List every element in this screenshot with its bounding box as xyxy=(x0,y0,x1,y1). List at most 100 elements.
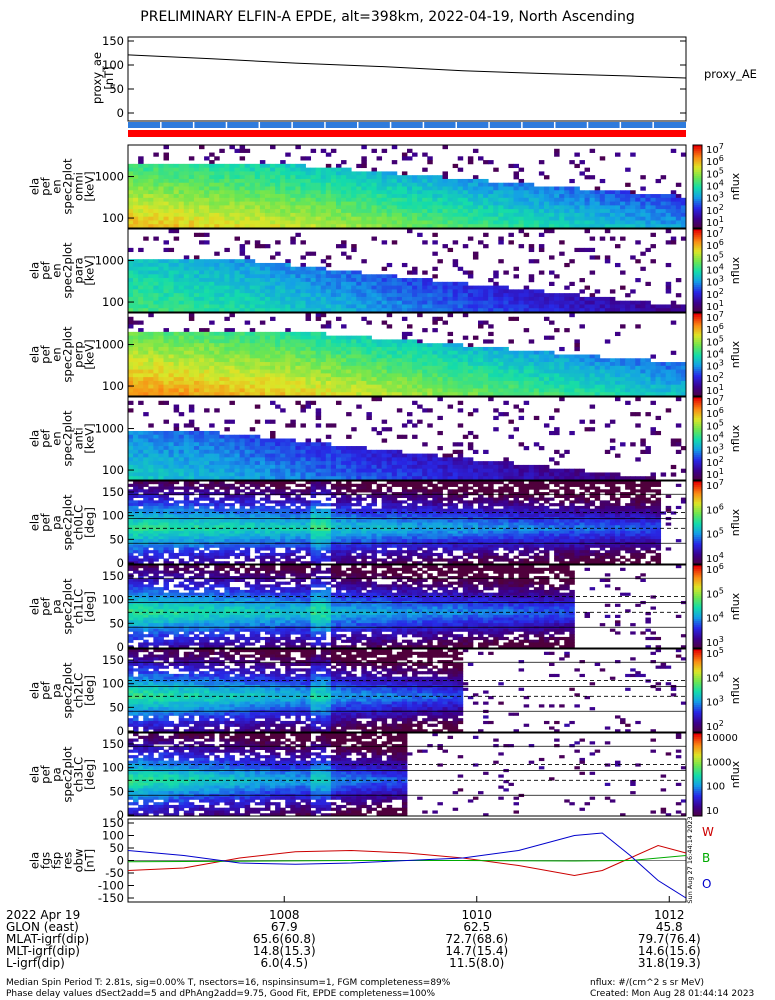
energy-pixel xyxy=(381,339,388,344)
energy-pixel xyxy=(361,304,367,309)
energy-pixel xyxy=(193,434,200,439)
energy-pixel xyxy=(138,220,144,225)
energy-pixel xyxy=(224,293,230,298)
energy-pixel xyxy=(168,274,175,279)
energy-pixel xyxy=(300,331,306,337)
energy-pixel xyxy=(391,392,398,397)
energy-pixel xyxy=(148,377,154,382)
energy-pixel xyxy=(178,308,185,313)
energy-pixel xyxy=(346,212,352,218)
energy-pixel xyxy=(199,163,205,169)
energy-pixel xyxy=(417,362,423,367)
energy-pixel xyxy=(422,281,428,286)
energy-pixel xyxy=(620,300,626,305)
energy-pixel xyxy=(188,285,195,290)
energy-pixel xyxy=(432,388,438,393)
energy-pixel xyxy=(270,175,276,180)
energy-pixel xyxy=(518,373,525,378)
energy-pixel xyxy=(650,308,656,313)
energy-pixel xyxy=(188,209,195,214)
energy-pixel xyxy=(173,369,180,374)
energy-pixel xyxy=(214,251,220,256)
energy-pixel xyxy=(295,178,301,184)
energy-pixel xyxy=(554,358,560,363)
energy-pixel xyxy=(234,331,240,337)
energy-pixel xyxy=(503,224,509,229)
energy-pixel xyxy=(239,201,246,206)
energy-pixel xyxy=(665,373,672,378)
energy-pixel xyxy=(158,350,164,355)
energy-pixel xyxy=(325,350,332,355)
energy-pixel xyxy=(315,339,322,344)
energy-pixel xyxy=(376,350,383,355)
energy-pixel xyxy=(183,266,190,271)
energy-pixel xyxy=(447,285,454,290)
energy-pixel xyxy=(472,220,479,225)
energy-pixel xyxy=(417,358,423,363)
energy-pixel xyxy=(341,216,347,221)
energy-pixel xyxy=(143,281,149,286)
energy-pixel xyxy=(609,308,616,313)
energy-pixel xyxy=(310,278,317,283)
energy-pixel xyxy=(554,377,560,382)
energy-pixel xyxy=(204,408,210,413)
energy-pixel xyxy=(143,339,149,344)
energy-pixel xyxy=(422,304,428,309)
energy-pixel xyxy=(341,346,347,352)
energy-pixel xyxy=(320,266,327,271)
energy-pixel xyxy=(290,377,296,382)
energy-pixel xyxy=(188,380,195,386)
energy-pixel xyxy=(630,369,636,374)
energy-pixel xyxy=(346,354,352,359)
energy-pixel xyxy=(285,278,291,283)
energy-pixel xyxy=(508,224,514,229)
energy-pixel xyxy=(483,300,489,305)
energy-pixel xyxy=(153,266,159,271)
energy-pixel xyxy=(153,384,159,389)
energy-pixel xyxy=(178,266,185,271)
energy-panel-0 xyxy=(127,144,687,229)
energy-pixel xyxy=(589,220,596,225)
energy-pixel xyxy=(452,197,459,202)
energy-pixel xyxy=(325,293,332,298)
energy-pixel xyxy=(533,369,540,374)
energy-pixel xyxy=(493,285,499,290)
energy-pixel xyxy=(513,266,519,271)
energy-pixel xyxy=(234,296,240,302)
energy-pixel xyxy=(325,194,332,199)
energy-pixel xyxy=(417,205,423,210)
energy-pixel xyxy=(447,205,454,210)
energy-pixel xyxy=(259,362,266,367)
energy-pixel xyxy=(391,350,398,355)
energy-pixel xyxy=(204,434,210,439)
energy-pixel xyxy=(133,442,139,447)
energy-pixel xyxy=(224,281,230,286)
energy-pixel xyxy=(193,335,200,340)
energy-pixel xyxy=(503,216,509,221)
energy-pixel xyxy=(300,178,306,184)
energy-pixel xyxy=(346,197,352,202)
energy-pixel xyxy=(143,296,149,302)
energy-pixel xyxy=(594,380,601,386)
energy-pixel xyxy=(163,369,169,374)
energy-colorbar-2-step xyxy=(693,354,702,358)
energy-pixel xyxy=(234,270,240,275)
energy-pixel xyxy=(188,289,195,294)
energy-pixel xyxy=(259,171,266,176)
energy-pixel xyxy=(280,308,286,313)
energy-pixel xyxy=(665,285,672,290)
energy-pixel xyxy=(219,194,225,199)
energy-pixel xyxy=(280,354,286,359)
energy-pixel xyxy=(645,380,651,386)
energy-pixel xyxy=(163,178,169,184)
energy-pixel xyxy=(143,392,149,397)
energy-pixel xyxy=(386,308,393,313)
energy-pixel xyxy=(503,350,509,355)
energy-pixel xyxy=(472,178,479,184)
energy-pixel xyxy=(437,300,443,305)
energy-colorbar-0-step xyxy=(693,178,702,181)
energy-pixel xyxy=(422,293,428,298)
energy-pixel xyxy=(128,457,134,462)
energy-pixel xyxy=(528,197,535,202)
